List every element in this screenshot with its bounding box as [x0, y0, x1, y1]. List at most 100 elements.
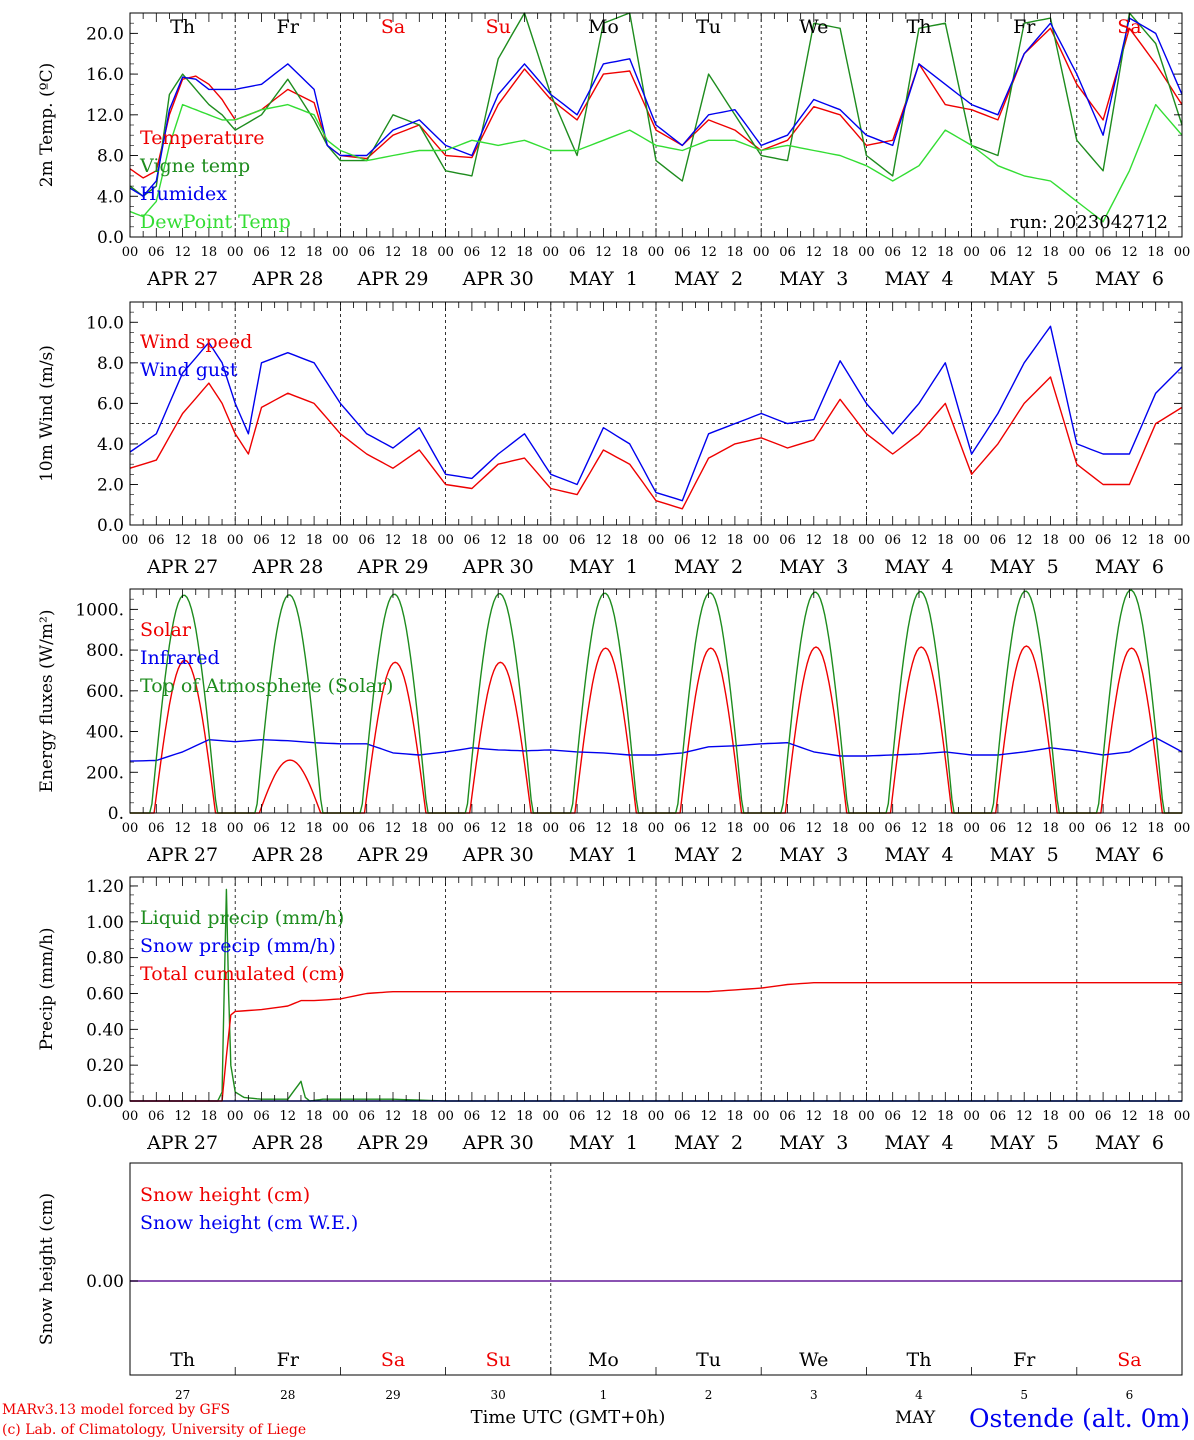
panel-precip: 0.00 0.20 0.40 0.60 0.80 1.00 1.20 Precip (mm/h… — [37, 876, 1190, 1154]
hour-label: 00 — [122, 1109, 139, 1124]
weekday-label: Th — [170, 1349, 195, 1371]
hour-label: 00 — [753, 245, 770, 260]
hour-label: 12 — [490, 533, 507, 548]
hour-label: 12 — [490, 821, 507, 836]
hour-label: 00 — [963, 1109, 980, 1124]
hour-label: 00 — [227, 821, 244, 836]
chart-panels: 0.04.08.012.016.020.02m Temp. (ºC) Temper… — [37, 12, 1190, 1402]
hour-label: 06 — [990, 533, 1007, 548]
hour-label: 18 — [937, 1109, 954, 1124]
hour-label: 00 — [122, 821, 139, 836]
weekday-label: Mo — [588, 16, 619, 38]
hour-label: 06 — [884, 245, 901, 260]
credit-line-2: (c) Lab. of Climatology, University of L… — [2, 1422, 306, 1438]
hour-label: 12 — [1016, 821, 1033, 836]
weekday-label: Th — [170, 16, 195, 38]
date-label: MAY 6 — [1095, 844, 1164, 866]
date-label: APR 28 — [251, 844, 323, 866]
hour-label: 06 — [569, 821, 586, 836]
date-label: APR 29 — [356, 1132, 428, 1154]
legend-entry: Humidex — [140, 183, 227, 205]
weekday-label: We — [799, 16, 828, 38]
hour-label: 18 — [201, 1109, 218, 1124]
hour-label: 18 — [1147, 1109, 1164, 1124]
hour-label: 18 — [937, 245, 954, 260]
day-number-label: 28 — [280, 1388, 295, 1402]
hour-label: 18 — [832, 1109, 849, 1124]
date-label: MAY 3 — [779, 1132, 848, 1154]
hour-label: 12 — [700, 821, 717, 836]
hour-label: 18 — [306, 533, 323, 548]
hour-label: 18 — [201, 245, 218, 260]
hour-label: 06 — [358, 1109, 375, 1124]
hour-label: 18 — [201, 533, 218, 548]
hour-label: 06 — [464, 533, 481, 548]
hour-label: 12 — [1121, 245, 1138, 260]
hour-label: 12 — [806, 533, 823, 548]
hour-label: 12 — [806, 1109, 823, 1124]
weekday-label: Fr — [1013, 1349, 1036, 1371]
y-tick-label: 8.0 — [97, 354, 124, 374]
hour-label: 18 — [727, 533, 744, 548]
hour-label: 18 — [1147, 245, 1164, 260]
hour-label: 06 — [779, 1109, 796, 1124]
hour-label: 12 — [174, 533, 191, 548]
station-label: Ostende (alt. 0m) — [969, 1404, 1190, 1433]
panel-wind: 0.0 2.0 4.0 6.0 8.0 10.0 10m Wind (m/s) Wind sp… — [37, 301, 1190, 578]
y-tick-label: 8.0 — [97, 147, 124, 167]
date-label: APR 30 — [462, 556, 534, 578]
hour-label: 06 — [779, 821, 796, 836]
hour-label: 06 — [674, 821, 691, 836]
hour-label: 06 — [253, 533, 270, 548]
y-tick-label: 0.80 — [86, 949, 124, 969]
y-tick-label: 0.00 — [86, 1092, 124, 1112]
y-tick-label: 12.0 — [86, 106, 124, 126]
hour-label: 18 — [411, 245, 428, 260]
hour-label: 00 — [437, 245, 454, 260]
weekday-label: Su — [486, 1349, 511, 1371]
legend-entry: Liquid precip (mm/h) — [140, 907, 344, 929]
hour-label: 18 — [832, 245, 849, 260]
hour-label: 12 — [174, 821, 191, 836]
hour-label: 18 — [411, 821, 428, 836]
date-label: MAY 6 — [1095, 268, 1164, 290]
hour-label: 12 — [1121, 533, 1138, 548]
hour-label: 00 — [963, 821, 980, 836]
y-tick-label: 1.20 — [86, 877, 124, 897]
hour-label: 00 — [227, 1109, 244, 1124]
hour-label: 06 — [674, 533, 691, 548]
date-label: MAY 1 — [569, 1132, 638, 1154]
hour-label: 00 — [332, 245, 349, 260]
y-tick-label: 0.60 — [86, 984, 124, 1004]
hour-label: 12 — [911, 533, 928, 548]
hour-label: 12 — [806, 821, 823, 836]
hour-label: 00 — [648, 245, 665, 260]
hour-label: 12 — [700, 245, 717, 260]
y-tick-label: 0.0 — [97, 516, 124, 536]
hour-label: 00 — [1069, 1109, 1086, 1124]
date-label: MAY 1 — [569, 556, 638, 578]
hour-label: 12 — [174, 1109, 191, 1124]
hour-label: 00 — [963, 533, 980, 548]
hour-label: 06 — [569, 1109, 586, 1124]
day-number-label: 2 — [705, 1388, 713, 1402]
y-axis-title: Precip (mm/h) — [37, 927, 57, 1050]
date-label: MAY 6 — [1095, 556, 1164, 578]
date-label: MAY 5 — [990, 556, 1059, 578]
hour-label: 00 — [543, 533, 560, 548]
hour-label: 12 — [490, 1109, 507, 1124]
hour-label: 18 — [621, 245, 638, 260]
date-label: MAY 3 — [779, 268, 848, 290]
date-label: APR 27 — [146, 556, 218, 578]
date-label: MAY 2 — [674, 844, 743, 866]
hour-label: 00 — [1069, 821, 1086, 836]
date-label: APR 28 — [251, 268, 323, 290]
hour-label: 00 — [227, 533, 244, 548]
date-label: APR 30 — [462, 1132, 534, 1154]
weekday-label: Fr — [277, 16, 300, 38]
hour-label: 00 — [753, 533, 770, 548]
hour-label: 12 — [806, 245, 823, 260]
hour-label: 18 — [411, 1109, 428, 1124]
hour-label: 00 — [753, 1109, 770, 1124]
hour-label: 18 — [937, 821, 954, 836]
